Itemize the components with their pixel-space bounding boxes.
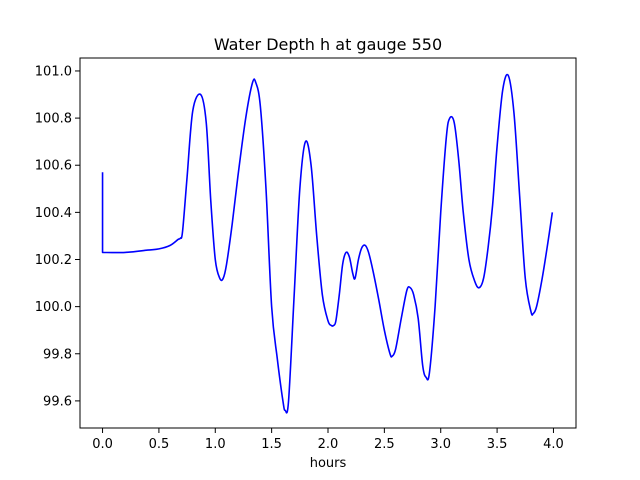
x-axis: 0.0 0.5 1.0 1.5 2.0 2.5 3.0 3.5 4.0 xyxy=(92,428,564,452)
x-tick-label: 0.5 xyxy=(149,437,170,452)
series-line xyxy=(101,73,554,414)
y-axis: 99.6 99.8 100.0 100.2 100.4 100.6 100.8 101.0 xyxy=(35,64,80,409)
x-tick-label: 1.0 xyxy=(205,437,226,452)
y-tick-label: 100.8 xyxy=(35,112,72,127)
x-tick-label: 1.5 xyxy=(261,437,282,452)
y-tick-label: 100.2 xyxy=(35,253,72,268)
y-tick-label: 100.0 xyxy=(35,300,72,315)
x-tick-label: 0.0 xyxy=(92,437,113,452)
series-layer xyxy=(101,73,554,414)
chart-title: Water Depth h at gauge 550 xyxy=(214,35,442,54)
x-tick-label: 3.5 xyxy=(487,437,508,452)
y-tick-label: 99.6 xyxy=(43,394,72,409)
y-tick-label: 100.6 xyxy=(35,159,72,174)
y-tick-label: 99.8 xyxy=(43,347,72,362)
x-tick-label: 3.0 xyxy=(430,437,451,452)
x-tick-label: 2.5 xyxy=(374,437,395,452)
y-tick-label: 101.0 xyxy=(35,64,72,79)
y-tick-label: 100.4 xyxy=(35,206,72,221)
x-tick-label: 2.0 xyxy=(318,437,339,452)
x-tick-label: 4.0 xyxy=(543,437,564,452)
x-axis-label: hours xyxy=(310,456,347,471)
